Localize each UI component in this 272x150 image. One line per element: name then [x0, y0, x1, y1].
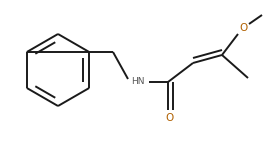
Text: O: O: [240, 23, 248, 33]
Text: HN: HN: [131, 78, 145, 87]
Text: O: O: [166, 113, 174, 123]
